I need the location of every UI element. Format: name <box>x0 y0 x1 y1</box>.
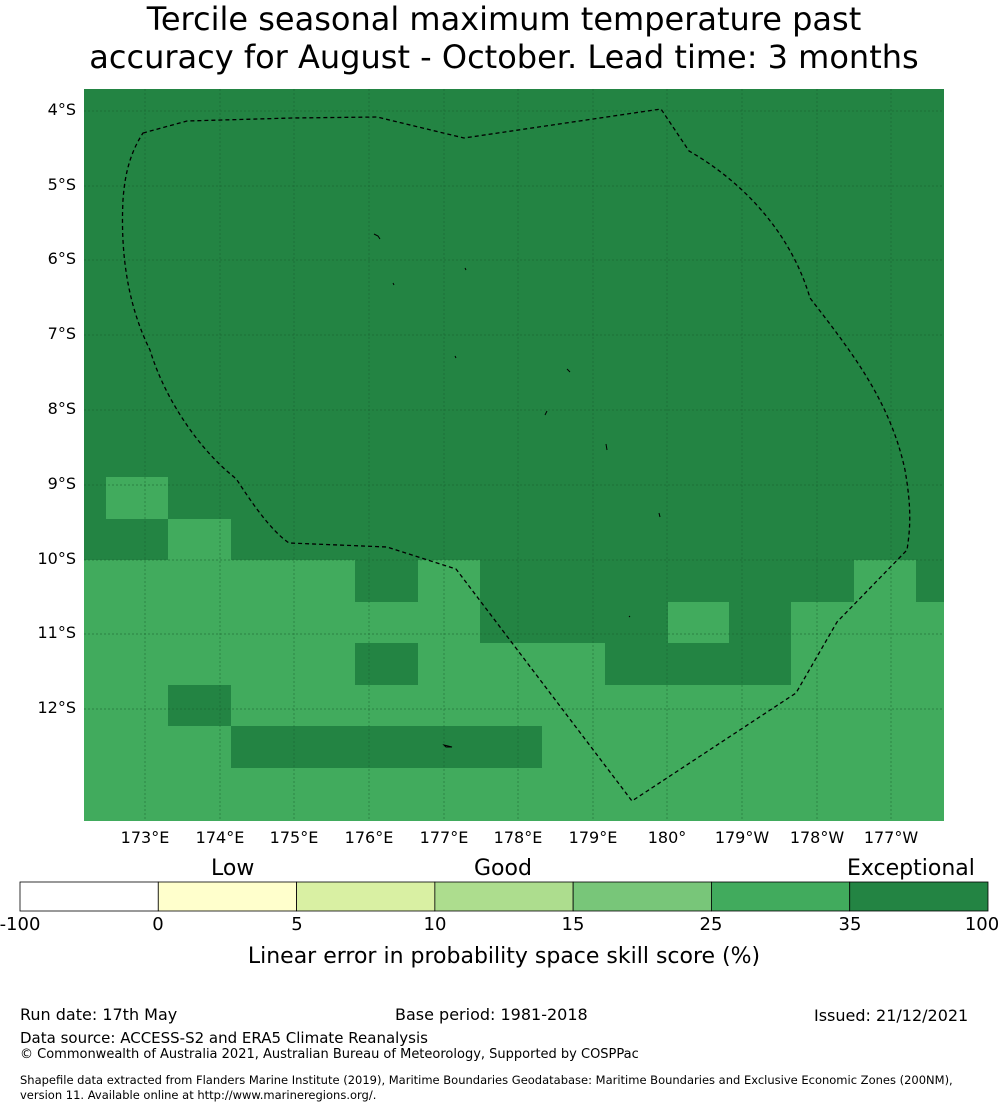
cell <box>729 602 791 643</box>
issued-date: Issued: 21/12/2021 <box>814 1006 969 1025</box>
colorbar-segment <box>19 881 159 912</box>
lon-label: 176°E <box>344 828 394 847</box>
lat-label: 11°S <box>37 623 76 642</box>
island <box>658 512 661 518</box>
island <box>628 615 631 618</box>
lon-label: 179°E <box>568 828 618 847</box>
island <box>605 443 608 451</box>
shapefile-credit-line2: version 11. Available online at http://w… <box>20 1088 377 1102</box>
lon-label: 178°W <box>789 828 845 847</box>
lat-label: 8°S <box>47 399 76 418</box>
colorbar-segment <box>157 881 297 912</box>
colorbar-category-low: Low <box>211 856 255 881</box>
colorbar-title: Linear error in probability space skill … <box>247 944 761 969</box>
island <box>544 410 548 416</box>
lon-label: 179°W <box>714 828 770 847</box>
island <box>464 267 467 271</box>
lon-label: 174°E <box>195 828 245 847</box>
island <box>392 282 395 286</box>
data-source: Data source: ACCESS-S2 and ERA5 Climate … <box>20 1029 428 1047</box>
lat-label: 5°S <box>47 175 76 194</box>
cell <box>106 477 168 519</box>
lon-label: 175°E <box>269 828 319 847</box>
colorbar-tick: 35 <box>838 914 862 935</box>
island <box>442 744 453 748</box>
cell <box>480 602 668 643</box>
lon-label: 180° <box>647 828 687 847</box>
cell <box>168 685 231 726</box>
run-date: Run date: 17th May <box>20 1005 178 1024</box>
colorbar-segment <box>711 881 851 912</box>
gridlines <box>84 89 944 821</box>
colorbar-tick: 5 <box>291 914 303 935</box>
cell <box>668 602 729 643</box>
eez-boundary <box>121 108 911 802</box>
colorbar-tick: 15 <box>561 914 585 935</box>
colorbar-segment <box>849 881 989 912</box>
lat-label: 6°S <box>47 249 76 268</box>
lat-label: 12°S <box>37 698 76 717</box>
colorbar-tick: 100 <box>964 914 1000 935</box>
lat-label: 9°S <box>47 474 76 493</box>
cell <box>916 560 944 602</box>
colorbar-segment <box>296 881 436 912</box>
cell <box>231 726 542 768</box>
lat-label: 10°S <box>37 549 76 568</box>
lon-label: 177°W <box>863 828 919 847</box>
colorbar-segment <box>572 881 712 912</box>
lon-label: 177°E <box>419 828 469 847</box>
lat-label: 7°S <box>47 324 76 343</box>
colorbar-category-exceptional: Exceptional <box>847 856 975 881</box>
colorbar-tick: -100 <box>0 914 41 935</box>
island <box>566 368 571 373</box>
map-title-line1: Tercile seasonal maximum temperature pas… <box>146 0 862 38</box>
island <box>373 233 381 240</box>
colorbar-category-good: Good <box>474 856 532 881</box>
colorbar-tick: 25 <box>699 914 723 935</box>
colorbar-tick: 10 <box>423 914 447 935</box>
islands <box>373 233 661 748</box>
copyright: © Commonwealth of Australia 2021, Austra… <box>20 1047 639 1062</box>
colorbar <box>19 881 989 912</box>
cell <box>355 560 418 602</box>
colorbar-segment <box>434 881 574 912</box>
cell <box>605 643 791 685</box>
map-title-line2: accuracy for August - October. Lead time… <box>89 38 919 76</box>
colorbar-tick: 0 <box>152 914 164 935</box>
lon-label: 173°E <box>120 828 170 847</box>
lon-label: 178°E <box>493 828 543 847</box>
skill-cells-light-inset <box>668 602 729 643</box>
cell <box>168 519 231 560</box>
shapefile-credit-line1: Shapefile data extracted from Flanders M… <box>20 1073 953 1087</box>
cell <box>355 643 418 685</box>
island <box>454 355 457 359</box>
base-period: Base period: 1981-2018 <box>395 1005 588 1024</box>
lat-label: 4°S <box>47 100 76 119</box>
